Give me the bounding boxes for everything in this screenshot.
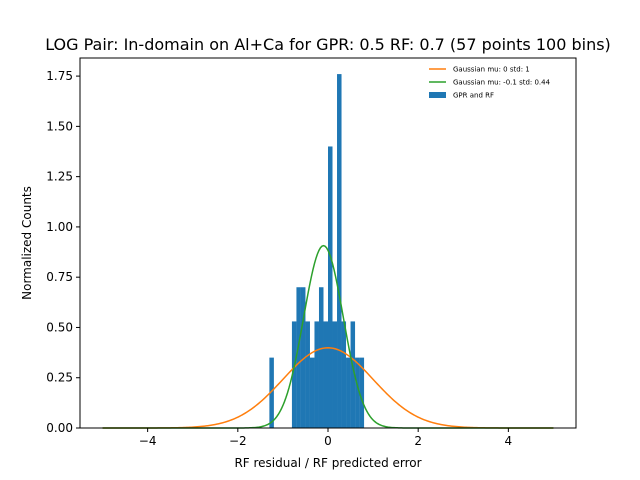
- x-tick-label: 2: [414, 434, 422, 448]
- y-tick-label: 0.00: [46, 421, 73, 435]
- y-tick-label: 1.75: [46, 69, 73, 83]
- histogram-bar: [328, 146, 333, 428]
- y-axis-ticks: 0.00 0.25 0.50 0.75 1.00 1.25 1.50 1.75: [46, 69, 80, 435]
- x-tick-label: −4: [139, 434, 157, 448]
- legend-label: Gaussian mu: 0 std: 1: [453, 66, 530, 74]
- histogram-bar: [323, 321, 328, 428]
- histogram-bar: [346, 357, 351, 428]
- x-axis-label: RF residual / RF predicted error: [234, 456, 421, 470]
- histogram-bar: [350, 321, 356, 428]
- histogram-bar: [359, 357, 365, 428]
- legend: Gaussian mu: 0 std: 1 Gaussian mu: -0.1 s…: [429, 66, 551, 100]
- x-axis-ticks: −4 −2 0 2 4: [139, 428, 512, 448]
- histogram-bar: [337, 74, 342, 428]
- histogram-bar: [296, 287, 301, 428]
- x-tick-label: 4: [505, 434, 513, 448]
- legend-label: GPR and RF: [453, 92, 494, 100]
- histogram-bar: [332, 321, 338, 428]
- legend-bar-swatch: [429, 92, 446, 98]
- histogram-bar: [300, 287, 306, 428]
- y-tick-label: 0.75: [46, 270, 73, 284]
- x-tick-label: −2: [229, 434, 247, 448]
- histogram-bar: [269, 357, 274, 428]
- x-tick-label: 0: [324, 434, 332, 448]
- legend-label: Gaussian mu: -0.1 std: 0.44: [453, 79, 551, 87]
- histogram-bar: [309, 357, 315, 428]
- histogram-bar: [355, 357, 360, 428]
- y-axis-label: Normalized Counts: [20, 186, 34, 300]
- y-tick-label: 1.50: [46, 119, 73, 133]
- histogram-bars: [269, 74, 365, 428]
- histogram-bar: [291, 321, 297, 428]
- chart-title: LOG Pair: In-domain on Al+Ca for GPR: 0.…: [45, 35, 611, 54]
- y-tick-label: 0.25: [46, 371, 73, 385]
- y-tick-label: 0.50: [46, 320, 73, 334]
- histogram-bar: [341, 321, 347, 428]
- y-tick-label: 1.00: [46, 220, 73, 234]
- histogram-bar: [318, 287, 324, 428]
- histogram-bar: [314, 321, 319, 428]
- histogram-bar: [305, 321, 310, 428]
- y-tick-label: 1.25: [46, 170, 73, 184]
